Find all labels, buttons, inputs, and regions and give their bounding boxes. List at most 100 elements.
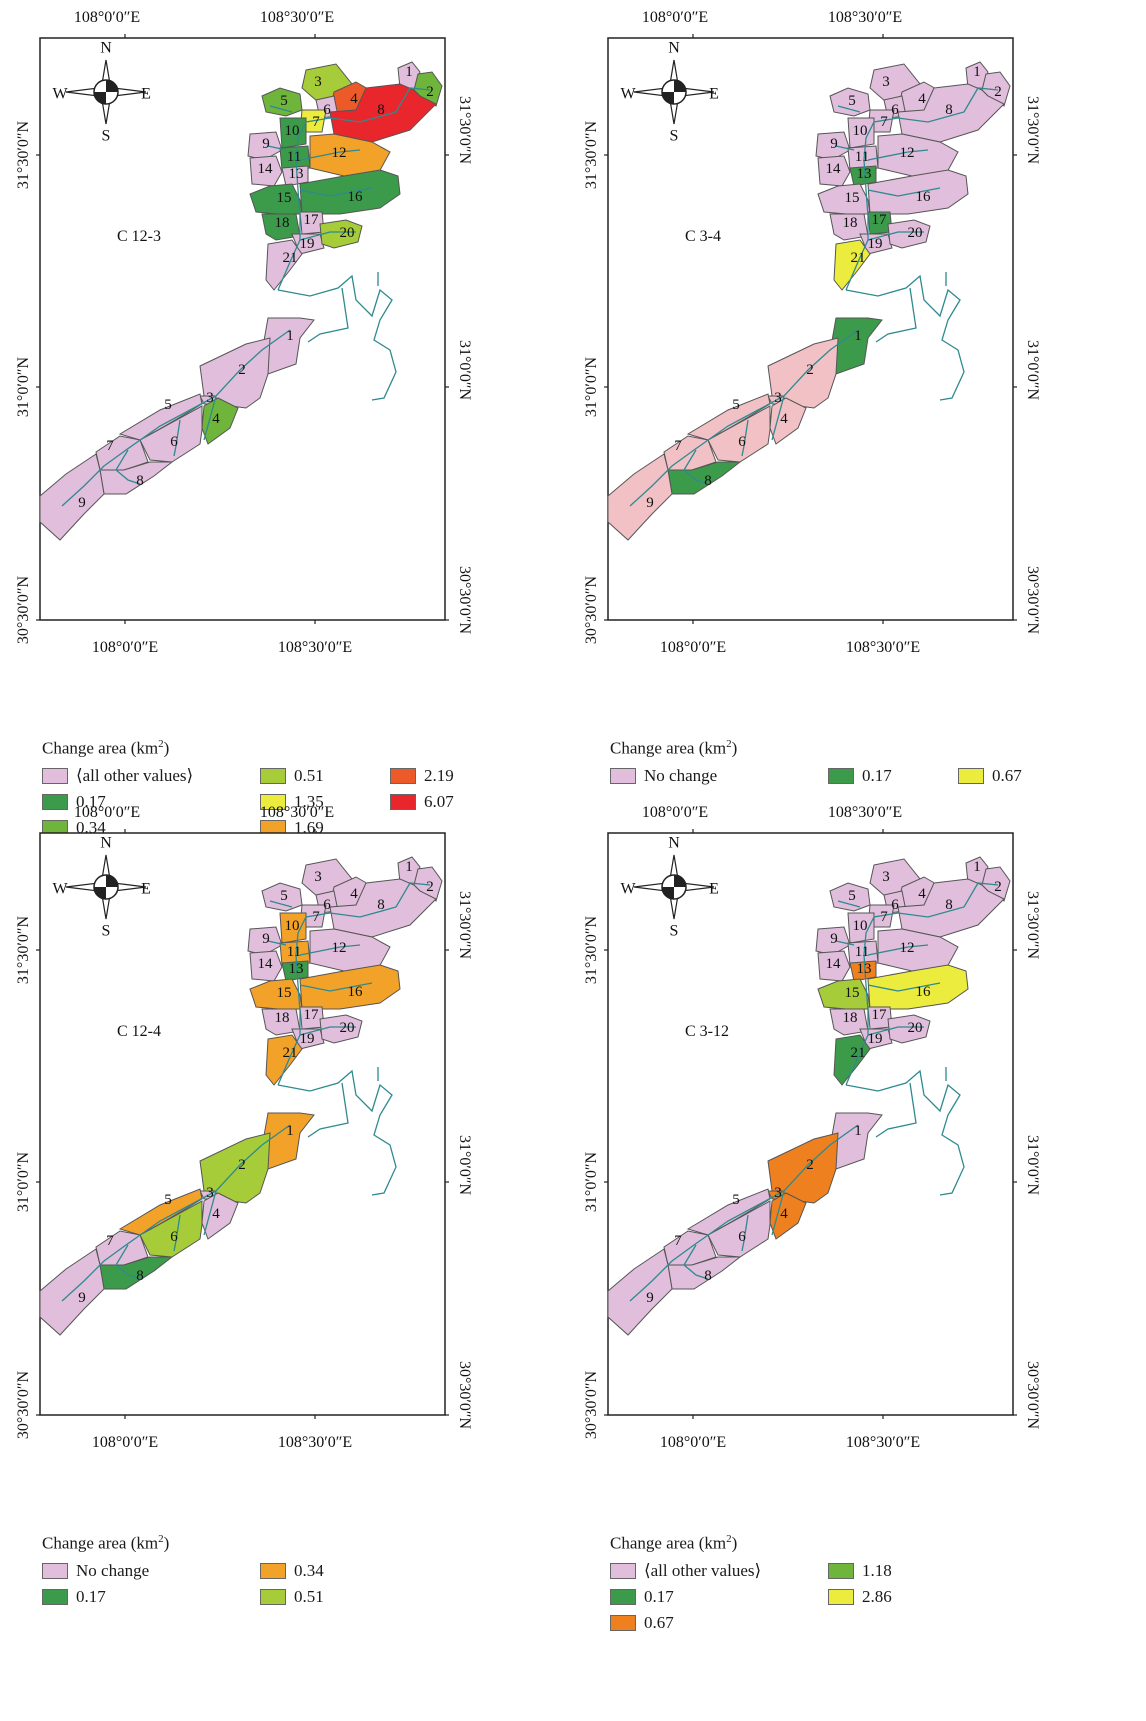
basin-number-label: 8 bbox=[704, 1268, 712, 1284]
basin-number-label: 17 bbox=[872, 1007, 888, 1023]
legend-label: 0.17 bbox=[76, 791, 106, 811]
legend-swatch bbox=[610, 1614, 636, 1631]
basin-number-label: 2 bbox=[426, 84, 434, 100]
legend-label: 0.51 bbox=[294, 765, 324, 785]
basin-number-label: 7 bbox=[106, 1233, 114, 1249]
y-tick-right-3: 30°30′0″N bbox=[456, 566, 473, 635]
basin-number-label: 20 bbox=[908, 1020, 923, 1036]
basin-number-label: 6 bbox=[170, 1229, 178, 1245]
basin-number-label: 11 bbox=[855, 149, 869, 165]
legend-grid: ⟨all other values⟩ 1.18 0.17 2.86 0.67 bbox=[610, 1560, 1130, 1634]
legend-label: ⟨all other values⟩ bbox=[644, 1560, 762, 1580]
upper-basin-20 bbox=[887, 219, 931, 249]
lower-basin-8 bbox=[667, 461, 742, 495]
basin-number-label: 6 bbox=[738, 1229, 746, 1245]
basin-number-label: 2 bbox=[994, 879, 1002, 895]
compass-w: W bbox=[620, 86, 636, 103]
basin-number-label: 7 bbox=[106, 438, 114, 454]
basin-number-label: 9 bbox=[830, 136, 838, 152]
basin-number-label: 13 bbox=[857, 961, 872, 977]
legend-grid: No change 0.17 0.67 bbox=[610, 765, 1130, 787]
basin-number-label: 16 bbox=[916, 189, 932, 205]
basin-number-label: 19 bbox=[300, 236, 315, 252]
basin-number-label: 8 bbox=[704, 473, 712, 489]
legend: Change area (km2) No change 0.34 0.17 0.51 bbox=[42, 1533, 562, 1608]
legend-swatch bbox=[260, 767, 286, 784]
basin-number-label: 11 bbox=[287, 944, 301, 960]
basin-number-label: 4 bbox=[350, 91, 358, 107]
panel-label: C 12-3 bbox=[117, 228, 161, 245]
basin-number-label: 10 bbox=[285, 123, 300, 139]
legend-swatch bbox=[260, 1588, 286, 1605]
upper-basin-18 bbox=[829, 213, 869, 241]
upper-basin-12 bbox=[309, 928, 391, 972]
basin-number-label: 19 bbox=[300, 1031, 315, 1047]
basin-number-label: 12 bbox=[900, 145, 915, 161]
basin-number-label: 7 bbox=[880, 114, 888, 130]
basin-number-label: 4 bbox=[212, 411, 220, 427]
upper-basin-12 bbox=[877, 133, 959, 177]
basin-number-label: 7 bbox=[880, 909, 888, 925]
lower-basin-group bbox=[607, 1112, 883, 1336]
basin-number-label: 8 bbox=[945, 102, 953, 118]
lower-basin-8 bbox=[99, 461, 174, 495]
basin-number-label: 5 bbox=[848, 888, 856, 904]
upper-basin-10 bbox=[279, 117, 307, 149]
basin-number-label: 16 bbox=[348, 984, 364, 1000]
x-tick-bottom-2: 108°30′0″E bbox=[278, 1434, 352, 1451]
x-tick-top-2: 108°30′0″E bbox=[828, 9, 902, 26]
legend: Change area (km2) No change 0.17 0.67 bbox=[610, 738, 1130, 787]
basin-number-label: 1 bbox=[973, 859, 981, 875]
basin-number-label: 6 bbox=[170, 434, 178, 450]
basin-number-label: 7 bbox=[312, 114, 320, 130]
compass-rose-icon: N S E W bbox=[52, 835, 150, 940]
y-tick-left-1: 31°30′0″N bbox=[15, 916, 32, 985]
legend-item: 0.67 bbox=[610, 1612, 828, 1634]
compass-s: S bbox=[102, 923, 111, 940]
legend-item: 0.34 bbox=[42, 817, 260, 839]
basin-number-label: 9 bbox=[78, 495, 86, 511]
basin-number-label: 5 bbox=[732, 1192, 740, 1208]
legend-item: 2.19 bbox=[390, 765, 520, 787]
upper-basin-14 bbox=[817, 155, 851, 187]
legend-item: 1.18 bbox=[828, 1560, 958, 1582]
legend-item bbox=[958, 1586, 1088, 1608]
basin-number-label: 20 bbox=[340, 225, 355, 241]
basin-number-label: 1 bbox=[973, 64, 981, 80]
y-tick-left-2: 31°0′0″N bbox=[583, 357, 600, 418]
y-tick-left-3: 30°30′0″N bbox=[15, 576, 32, 645]
lower-basin-6 bbox=[139, 1200, 203, 1258]
compass-s: S bbox=[670, 923, 679, 940]
x-tick-bottom-1: 108°0′0″E bbox=[92, 1434, 158, 1451]
legend-title: Change area (km2) bbox=[610, 1533, 738, 1553]
map-panel-c-12-3: 108°0′0″E 108°30′0″E 108°0′0″E 108°30′0″… bbox=[0, 0, 573, 860]
upper-basin-20 bbox=[319, 219, 363, 249]
basin-number-label: 3 bbox=[206, 1185, 214, 1201]
basin-number-label: 7 bbox=[312, 909, 320, 925]
basin-number-label: 6 bbox=[323, 102, 331, 118]
legend-label: No change bbox=[644, 765, 718, 785]
y-tick-right-3: 30°30′0″N bbox=[1024, 566, 1041, 635]
basin-number-label: 4 bbox=[780, 1206, 788, 1222]
legend-label: 2.19 bbox=[424, 765, 454, 785]
legend-item: 0.17 bbox=[42, 1586, 260, 1608]
x-tick-bottom-1: 108°0′0″E bbox=[92, 639, 158, 656]
basin-number-label: 20 bbox=[908, 225, 923, 241]
legend-swatch bbox=[610, 1562, 636, 1579]
legend-item: No change bbox=[610, 765, 828, 787]
y-tick-left-3: 30°30′0″N bbox=[15, 1371, 32, 1440]
legend-grid: No change 0.34 0.17 0.51 bbox=[42, 1560, 562, 1608]
basin-number-label: 9 bbox=[78, 1290, 86, 1306]
legend-title: Change area (km2) bbox=[42, 738, 170, 758]
tick-marks bbox=[604, 34, 1017, 624]
basin-number-label: 6 bbox=[323, 897, 331, 913]
x-tick-bottom-1: 108°0′0″E bbox=[660, 639, 726, 656]
x-tick-top-1: 108°0′0″E bbox=[642, 804, 708, 821]
basin-number-label: 11 bbox=[287, 149, 301, 165]
x-tick-bottom-1: 108°0′0″E bbox=[660, 1434, 726, 1451]
upper-basin-9 bbox=[815, 131, 851, 161]
legend-item: 0.34 bbox=[260, 1560, 390, 1582]
y-tick-left-3: 30°30′0″N bbox=[583, 576, 600, 645]
basin-number-label: 2 bbox=[806, 362, 814, 378]
